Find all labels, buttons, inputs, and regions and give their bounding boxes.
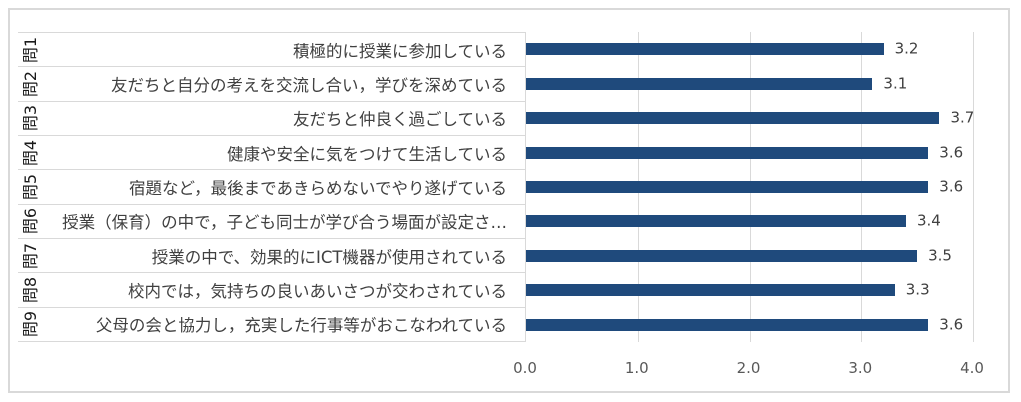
category-label: 友だちと仲良く過ごしている [292, 110, 507, 130]
tick-label: 0.0 [513, 359, 537, 377]
bar [526, 180, 929, 193]
category-row: 問9 父母の会と協力し，充実した行事等がおこなわれている [18, 306, 525, 342]
question-label: 問6 [21, 208, 40, 235]
bar-row: 3.6 [526, 308, 972, 342]
tick-label: 4.0 [960, 359, 984, 377]
tick-label: 2.0 [736, 359, 761, 377]
category-row: 問4 健康や安全に気をつけて生活している [18, 134, 525, 169]
category-row: 問1 積極的に授業に参加している [18, 32, 525, 66]
bar [526, 146, 929, 159]
category-row: 問6 授業（保育）の中で，子ども同士が学び合う場面が設定さ… [18, 203, 525, 238]
category-label: 父母の会と協力し，充実した行事等がおこなわれている [95, 316, 507, 336]
data-label: 3.4 [916, 211, 941, 230]
question-label: 問2 [21, 70, 40, 98]
bar-row: 3.3 [526, 273, 972, 307]
bar-row: 3.6 [526, 170, 972, 204]
category-row: 問2 友だちと自分の考えを交流し合い，学びを深めている [18, 66, 525, 100]
bar-row: 3.7 [526, 101, 975, 135]
category-row: 問7 授業の中で、効果的にICT機器が使用されている [18, 237, 525, 272]
question-label: 問3 [21, 105, 40, 132]
question-label: 問7 [21, 242, 40, 269]
bar [526, 284, 895, 297]
bar [526, 112, 940, 125]
category-label: 授業（保育）の中で，子ども同士が学び合う場面が設定さ… [62, 213, 507, 233]
tick-label: 1.0 [624, 359, 649, 377]
gridline [973, 32, 974, 342]
bar [526, 215, 906, 228]
data-label: 3.1 [883, 74, 908, 93]
data-label: 3.6 [939, 177, 964, 196]
category-label: 宿題など，最後まであきらめないでやり遂げている [128, 178, 507, 198]
bar [526, 43, 884, 56]
question-label: 問5 [21, 173, 40, 201]
category-row: 問5 宿題など，最後まであきらめないでやり遂げている [18, 169, 525, 203]
value-axis: 0.0 1.0 2.0 3.0 4.0 [513, 358, 984, 378]
data-label: 3.2 [894, 39, 919, 58]
bar-row: 3.1 [526, 66, 972, 100]
data-label: 3.6 [939, 143, 964, 162]
question-label: 問9 [21, 311, 40, 338]
category-label: 校内では，気持ちの良いあいさつが交わされている [127, 281, 507, 301]
bar-row: 3.4 [526, 204, 972, 238]
question-label: 問8 [21, 276, 40, 304]
data-label: 3.5 [928, 246, 952, 265]
bar [526, 318, 929, 331]
question-label: 問1 [21, 36, 40, 63]
category-label: 積極的に授業に参加している [292, 41, 507, 61]
category-label: 友だちと自分の考えを交流し合い，学びを深めている [111, 75, 507, 95]
category-row: 問8 校内では，気持ちの良いあいさつが交わされている [18, 272, 525, 306]
plot-area: 3.2 3.1 3.7 3.6 3.6 3.4 3.5 3.3 [525, 32, 975, 342]
category-label: 健康や安全に気をつけて生活している [226, 144, 507, 164]
chart-frame [8, 8, 1010, 393]
data-label: 3.6 [939, 315, 964, 334]
data-label: 3.7 [950, 108, 975, 127]
category-axis: 問1 積極的に授業に参加している 問2 友だちと自分の考えを交流し合い，学びを深… [18, 32, 525, 342]
data-label: 3.3 [905, 280, 930, 299]
bar [526, 249, 918, 262]
category-label: 授業の中で、効果的にICT機器が使用されている [151, 247, 507, 267]
bar-row: 3.2 [526, 32, 972, 66]
question-label: 問4 [21, 139, 40, 166]
category-row: 問3 友だちと仲良く過ごしている [18, 100, 525, 135]
bar-row: 3.6 [526, 135, 972, 169]
tick-label: 3.0 [848, 359, 873, 377]
bar-row: 3.5 [526, 239, 972, 273]
bar [526, 77, 873, 90]
